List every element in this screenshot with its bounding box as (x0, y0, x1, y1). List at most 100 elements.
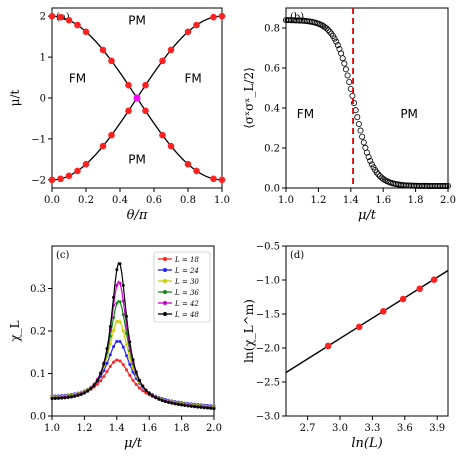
data-point (118, 340, 122, 344)
data-point (112, 329, 116, 333)
y-tick-label: 0.3 (30, 284, 46, 295)
data-point (357, 127, 364, 134)
data-point (210, 175, 217, 183)
data-point (99, 372, 103, 376)
data-point (218, 12, 226, 20)
data-point (118, 320, 122, 324)
data-point (154, 396, 158, 400)
data-point (186, 404, 190, 408)
panel-label: (d) (290, 250, 304, 261)
data-point (89, 387, 93, 391)
y-tick-label: −2.0 (256, 344, 280, 355)
data-point (167, 142, 175, 150)
x-tick-label: 1.6 (141, 423, 157, 434)
data-point (359, 133, 366, 140)
x-tick-label: 1.8 (174, 423, 190, 434)
plot-frame (285, 245, 449, 417)
data-point (170, 401, 174, 405)
crossing-point (133, 94, 141, 102)
data-point (95, 382, 99, 386)
panel-label: (c) (56, 250, 70, 261)
region-label: FM (297, 107, 314, 121)
data-point (125, 343, 129, 347)
data-point (141, 389, 145, 393)
data-point (163, 400, 167, 404)
data-point (108, 57, 115, 65)
data-point (189, 404, 193, 408)
legend-entry: L = 42 (174, 300, 199, 308)
data-point (125, 354, 129, 358)
x-tick-label: 1.0 (214, 195, 230, 206)
data-point (323, 25, 330, 32)
data-point (121, 329, 125, 333)
data-point (115, 358, 119, 362)
data-point (115, 268, 119, 272)
data-point (333, 38, 340, 45)
data-point (206, 406, 210, 410)
data-point (444, 182, 451, 189)
y-tick-label: −0.5 (256, 242, 280, 253)
data-point (125, 81, 132, 89)
data-point (160, 399, 164, 403)
data-point (65, 16, 73, 24)
data-point (441, 182, 448, 189)
data-point (63, 396, 67, 400)
data-point (341, 60, 348, 67)
data-point (334, 42, 341, 49)
data-point (115, 283, 119, 287)
data-point (159, 131, 166, 139)
y-tick-label: 0.2 (30, 327, 46, 338)
data-point (210, 13, 217, 21)
data-point (326, 28, 333, 35)
y-tick-label: 0.2 (264, 144, 280, 155)
x-tick-label: 2.0 (206, 423, 222, 434)
legend-entry: L = 18 (174, 256, 199, 264)
data-point (121, 345, 125, 349)
data-point (86, 389, 90, 393)
x-tick-label: 3.6 (397, 423, 413, 434)
legend-marker (163, 257, 167, 261)
x-tick-label: 1.8 (408, 195, 424, 206)
y-tick-label: 2 (40, 12, 46, 23)
data-point (112, 295, 116, 299)
panel-d: 2.7 3.0 3.3 3.6 3.9 −3.0 −2.5 −2.0 −1.5 −1.0 −0.5 l… (242, 242, 449, 451)
data-point (66, 395, 70, 399)
legend: L = 18 L = 24 L = 30 L = 36 L = 42 L = 48 (153, 251, 211, 323)
region-label: FM (69, 71, 86, 85)
data-point (367, 157, 374, 164)
x-tick-label: 1.4 (343, 195, 359, 206)
x-axis-label: ln(L) (351, 436, 382, 451)
data-point (121, 284, 125, 288)
data-point (183, 404, 187, 408)
data-point (142, 81, 149, 89)
x-tick-label: 3.3 (364, 423, 380, 434)
data-point (360, 139, 367, 146)
data-point (199, 405, 203, 409)
data-point (142, 107, 149, 115)
data-point (338, 50, 345, 57)
data-point (92, 383, 96, 387)
data-point (118, 359, 122, 363)
data-point (167, 401, 171, 405)
x-axis-label: θ/π (127, 208, 148, 223)
data-point (380, 307, 387, 315)
y-axis-label: μ/t (8, 89, 22, 106)
data-point (141, 384, 145, 388)
data-point (112, 316, 116, 320)
region-label: FM (184, 71, 201, 85)
data-point (324, 342, 332, 350)
data-point (57, 175, 64, 183)
x-axis-label: μ/t (124, 436, 143, 451)
data-point (82, 28, 90, 36)
data-point (99, 46, 107, 54)
data-point (105, 370, 109, 374)
data-point (430, 276, 438, 283)
data-point (159, 57, 166, 65)
data-point (381, 176, 388, 183)
x-tick-label: 0.4 (112, 195, 128, 206)
data-point (95, 379, 99, 383)
data-point (137, 386, 141, 390)
data-point (48, 12, 56, 20)
data-point (60, 396, 64, 400)
legend-marker (163, 290, 167, 294)
